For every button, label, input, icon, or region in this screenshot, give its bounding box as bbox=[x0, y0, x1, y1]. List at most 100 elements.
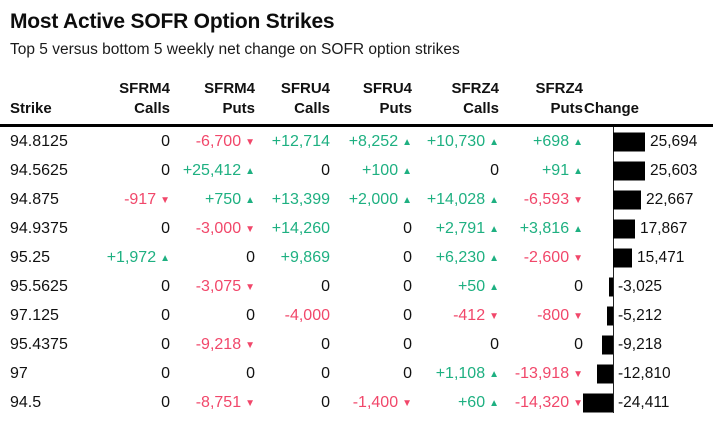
cell-sfru4-puts: 0 bbox=[330, 365, 412, 383]
change-value-label: 22,667 bbox=[646, 190, 694, 208]
change-value-label: 17,867 bbox=[640, 219, 688, 237]
up-arrow-icon: ▲ bbox=[245, 165, 255, 177]
up-arrow-icon: ▲ bbox=[489, 281, 499, 293]
net-change-value: -2,600 bbox=[523, 248, 570, 266]
cell-sfru4-calls: 0 bbox=[255, 365, 330, 383]
net-change-value: -1,400 bbox=[352, 393, 399, 411]
net-change-value: 0 bbox=[574, 335, 583, 353]
cell-sfrz4-calls: +60 ▲ bbox=[412, 394, 499, 412]
net-change-value: 0 bbox=[161, 393, 170, 411]
net-change-value: +14,260 bbox=[271, 219, 330, 237]
cell-sfru4-puts: 0 bbox=[330, 278, 412, 296]
cell-sfrz4-calls: 0 bbox=[412, 336, 499, 354]
cell-sfrm4-puts: -6,700 ▼ bbox=[170, 133, 255, 151]
cell-sfrm4-calls: 0 bbox=[88, 220, 170, 238]
cell-sfrz4-puts: 0 bbox=[499, 336, 583, 354]
net-change-value: 0 bbox=[490, 335, 499, 353]
table-row: 97 0 0 0 0 +1,108 ▲ -13,918 ▼ -12,810 bbox=[0, 359, 720, 388]
column-header-strike: Strike bbox=[10, 100, 52, 117]
up-arrow-icon: ▲ bbox=[489, 252, 499, 264]
change-bar bbox=[613, 248, 632, 267]
cell-sfrz4-calls: -412 ▼ bbox=[412, 307, 499, 325]
cell-strike: 94.5625 bbox=[10, 161, 68, 179]
cell-sfrm4-puts: +25,412 ▲ bbox=[170, 162, 255, 180]
net-change-value: +9,869 bbox=[280, 248, 330, 266]
cell-sfru4-calls: +14,260 bbox=[255, 220, 330, 238]
cell-sfru4-calls: +9,869 bbox=[255, 249, 330, 267]
net-change-value: +10,730 bbox=[426, 132, 486, 150]
down-arrow-icon: ▼ bbox=[402, 397, 412, 409]
net-change-value: +2,000 bbox=[348, 190, 399, 208]
cell-strike: 95.4375 bbox=[10, 335, 68, 353]
strikes-table: Strike SFRM4 Calls SFRM4 Puts SFRU4 Calls SF… bbox=[0, 79, 720, 417]
table-row: 94.5625 0 +25,412 ▲ 0 +100 ▲ 0 +91 ▲ 25,603 bbox=[0, 156, 720, 185]
change-bar bbox=[613, 190, 641, 209]
net-change-value: -412 bbox=[453, 306, 486, 324]
cell-strike: 97 bbox=[10, 364, 28, 382]
net-change-value: 0 bbox=[161, 219, 170, 237]
cell-sfrz4-puts: -14,320 ▼ bbox=[499, 394, 583, 412]
cell-strike: 95.5625 bbox=[10, 277, 68, 295]
up-arrow-icon: ▲ bbox=[573, 223, 583, 235]
down-arrow-icon: ▼ bbox=[245, 339, 255, 351]
cell-sfrm4-puts: -3,075 ▼ bbox=[170, 278, 255, 296]
cell-change: 25,603 bbox=[583, 156, 720, 185]
cell-sfrz4-puts: 0 bbox=[499, 278, 583, 296]
change-value-label: 25,603 bbox=[650, 161, 698, 179]
net-change-value: -917 bbox=[124, 190, 157, 208]
net-change-value: 0 bbox=[246, 248, 255, 266]
change-value-label: 25,694 bbox=[650, 132, 698, 150]
table-row: 94.9375 0 -3,000 ▼ +14,260 0 +2,791 ▲ +3,816 ▲ 17,… bbox=[0, 214, 720, 243]
cell-sfrz4-puts: -2,600 ▼ bbox=[499, 249, 583, 267]
net-change-value: +12,714 bbox=[271, 132, 330, 150]
net-change-value: +14,028 bbox=[426, 190, 486, 208]
cell-change: -9,218 bbox=[583, 330, 720, 359]
cell-sfru4-puts: -1,400 ▼ bbox=[330, 394, 412, 412]
change-bar bbox=[602, 335, 613, 354]
down-arrow-icon: ▼ bbox=[573, 368, 583, 380]
net-change-value: -4,000 bbox=[284, 306, 330, 324]
net-change-value: 0 bbox=[161, 277, 170, 295]
cell-sfru4-calls: +12,714 bbox=[255, 133, 330, 151]
down-arrow-icon: ▼ bbox=[573, 397, 583, 409]
net-change-value: +1,108 bbox=[435, 364, 486, 382]
table-row: 95.25 +1,972 ▲ 0 +9,869 0 +6,230 ▲ -2,600 ▼ 15,471 bbox=[0, 243, 720, 272]
net-change-value: 0 bbox=[321, 277, 330, 295]
down-arrow-icon: ▼ bbox=[245, 281, 255, 293]
change-bar-axis bbox=[613, 127, 614, 413]
net-change-value: 0 bbox=[490, 161, 499, 179]
change-value-label: 15,471 bbox=[637, 248, 685, 266]
net-change-value: 0 bbox=[321, 161, 330, 179]
change-value-label: -24,411 bbox=[618, 393, 670, 411]
cell-sfru4-puts: 0 bbox=[330, 307, 412, 325]
net-change-value: +91 bbox=[541, 161, 570, 179]
cell-change: -5,212 bbox=[583, 301, 720, 330]
cell-sfrm4-calls: 0 bbox=[88, 394, 170, 412]
net-change-value: +3,816 bbox=[519, 219, 570, 237]
cell-sfrz4-calls: 0 bbox=[412, 162, 499, 180]
cell-sfru4-puts: +8,252 ▲ bbox=[330, 133, 412, 151]
page-subtitle: Top 5 versus bottom 5 weekly net change … bbox=[10, 41, 460, 58]
down-arrow-icon: ▼ bbox=[573, 194, 583, 206]
net-change-value: +750 bbox=[205, 190, 242, 208]
table-row: 94.5 0 -8,751 ▼ 0 -1,400 ▼ +60 ▲ -14,320 ▼ -24,411 bbox=[0, 388, 720, 417]
up-arrow-icon: ▲ bbox=[489, 136, 499, 148]
net-change-value: 0 bbox=[321, 335, 330, 353]
change-bar bbox=[613, 219, 635, 238]
net-change-value: +60 bbox=[457, 393, 486, 411]
net-change-value: +1,972 bbox=[106, 248, 157, 266]
net-change-value: -9,218 bbox=[195, 335, 242, 353]
cell-sfrm4-calls: +1,972 ▲ bbox=[88, 249, 170, 267]
net-change-value: 0 bbox=[161, 161, 170, 179]
cell-sfrm4-puts: -3,000 ▼ bbox=[170, 220, 255, 238]
net-change-value: 0 bbox=[574, 277, 583, 295]
cell-change: -24,411 bbox=[583, 388, 720, 417]
cell-sfrz4-calls: +6,230 ▲ bbox=[412, 249, 499, 267]
cell-change: -12,810 bbox=[583, 359, 720, 388]
net-change-value: -6,593 bbox=[523, 190, 570, 208]
net-change-value: +698 bbox=[533, 132, 570, 150]
cell-sfrm4-puts: +750 ▲ bbox=[170, 191, 255, 209]
net-change-value: 0 bbox=[246, 364, 255, 382]
cell-sfrm4-calls: 0 bbox=[88, 365, 170, 383]
table-body: 94.8125 0 -6,700 ▼ +12,714 +8,252 ▲ +10,730 ▲ +69… bbox=[0, 127, 720, 417]
